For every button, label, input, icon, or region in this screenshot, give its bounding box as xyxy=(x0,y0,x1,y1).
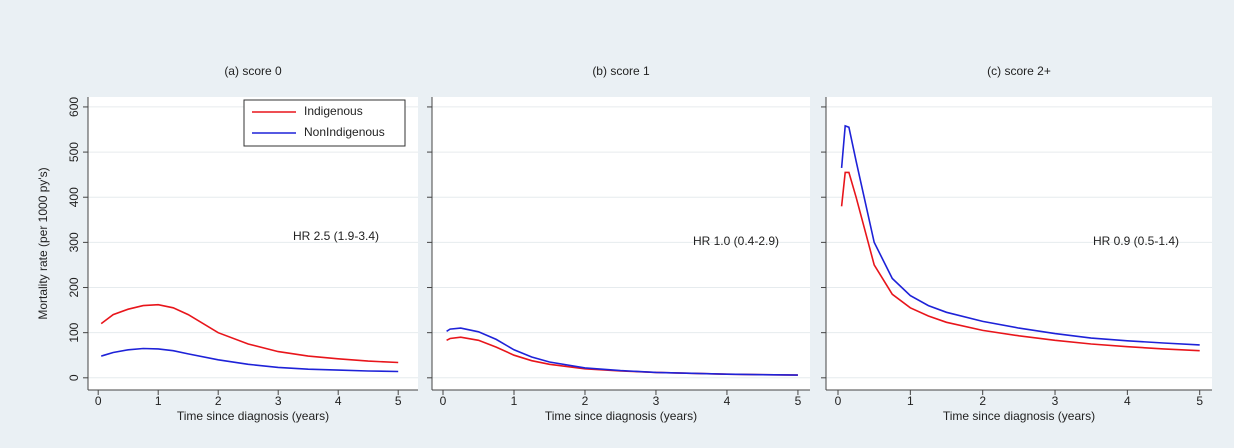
annotation: HR 2.5 (1.9-3.4) xyxy=(293,229,379,243)
y-tick-label: 500 xyxy=(67,142,81,162)
y-axis-label: Mortality rate (per 1000 py's) xyxy=(36,167,50,319)
x-tick-label: 5 xyxy=(395,394,402,408)
legend-label: Indigenous xyxy=(304,104,363,118)
x-tick-label: 3 xyxy=(1052,394,1059,408)
x-tick-label: 3 xyxy=(275,394,282,408)
line xyxy=(100,347,399,373)
legend-label: NonIndigenous xyxy=(304,125,385,139)
x-tick-label: 4 xyxy=(724,394,731,408)
y-tick-label: 600 xyxy=(67,97,81,117)
annotation: HR 0.9 (0.5-1.4) xyxy=(1093,234,1179,248)
x-tick-label: 5 xyxy=(795,394,802,408)
x-tick-label: 2 xyxy=(979,394,986,408)
legend-box xyxy=(243,99,406,147)
line xyxy=(100,303,399,364)
plot-area xyxy=(432,97,810,390)
x-tick-label: 1 xyxy=(907,394,914,408)
x-tick-label: 1 xyxy=(155,394,162,408)
x-tick-label: 0 xyxy=(440,394,447,408)
line xyxy=(840,171,1200,352)
y-tick-label: 0 xyxy=(67,374,81,381)
plot-area xyxy=(826,97,1212,390)
x-tick-label: 0 xyxy=(95,394,102,408)
x-tick-label: 5 xyxy=(1196,394,1203,408)
x-tick-label: 3 xyxy=(653,394,660,408)
line xyxy=(446,327,798,376)
panel-title: (b) score 1 xyxy=(592,64,650,78)
annotation: HR 1.0 (0.4-2.9) xyxy=(693,234,779,248)
x-axis-label: Time since diagnosis (years) xyxy=(943,409,1095,423)
panel-title: (c) score 2+ xyxy=(987,64,1051,78)
y-tick-label: 300 xyxy=(67,232,81,252)
x-tick-label: 2 xyxy=(582,394,589,408)
x-tick-label: 1 xyxy=(511,394,518,408)
x-tick-label: 4 xyxy=(335,394,342,408)
y-tick-label: 100 xyxy=(67,322,81,342)
y-tick-label: 200 xyxy=(67,277,81,297)
x-axis-label: Time since diagnosis (years) xyxy=(545,409,697,423)
panel-title: (a) score 0 xyxy=(224,64,282,78)
x-axis-label: Time since diagnosis (years) xyxy=(177,409,329,423)
line xyxy=(840,124,1200,346)
x-tick-label: 2 xyxy=(215,394,222,408)
x-tick-label: 0 xyxy=(835,394,842,408)
y-tick-label: 400 xyxy=(67,187,81,207)
x-tick-label: 4 xyxy=(1124,394,1131,408)
